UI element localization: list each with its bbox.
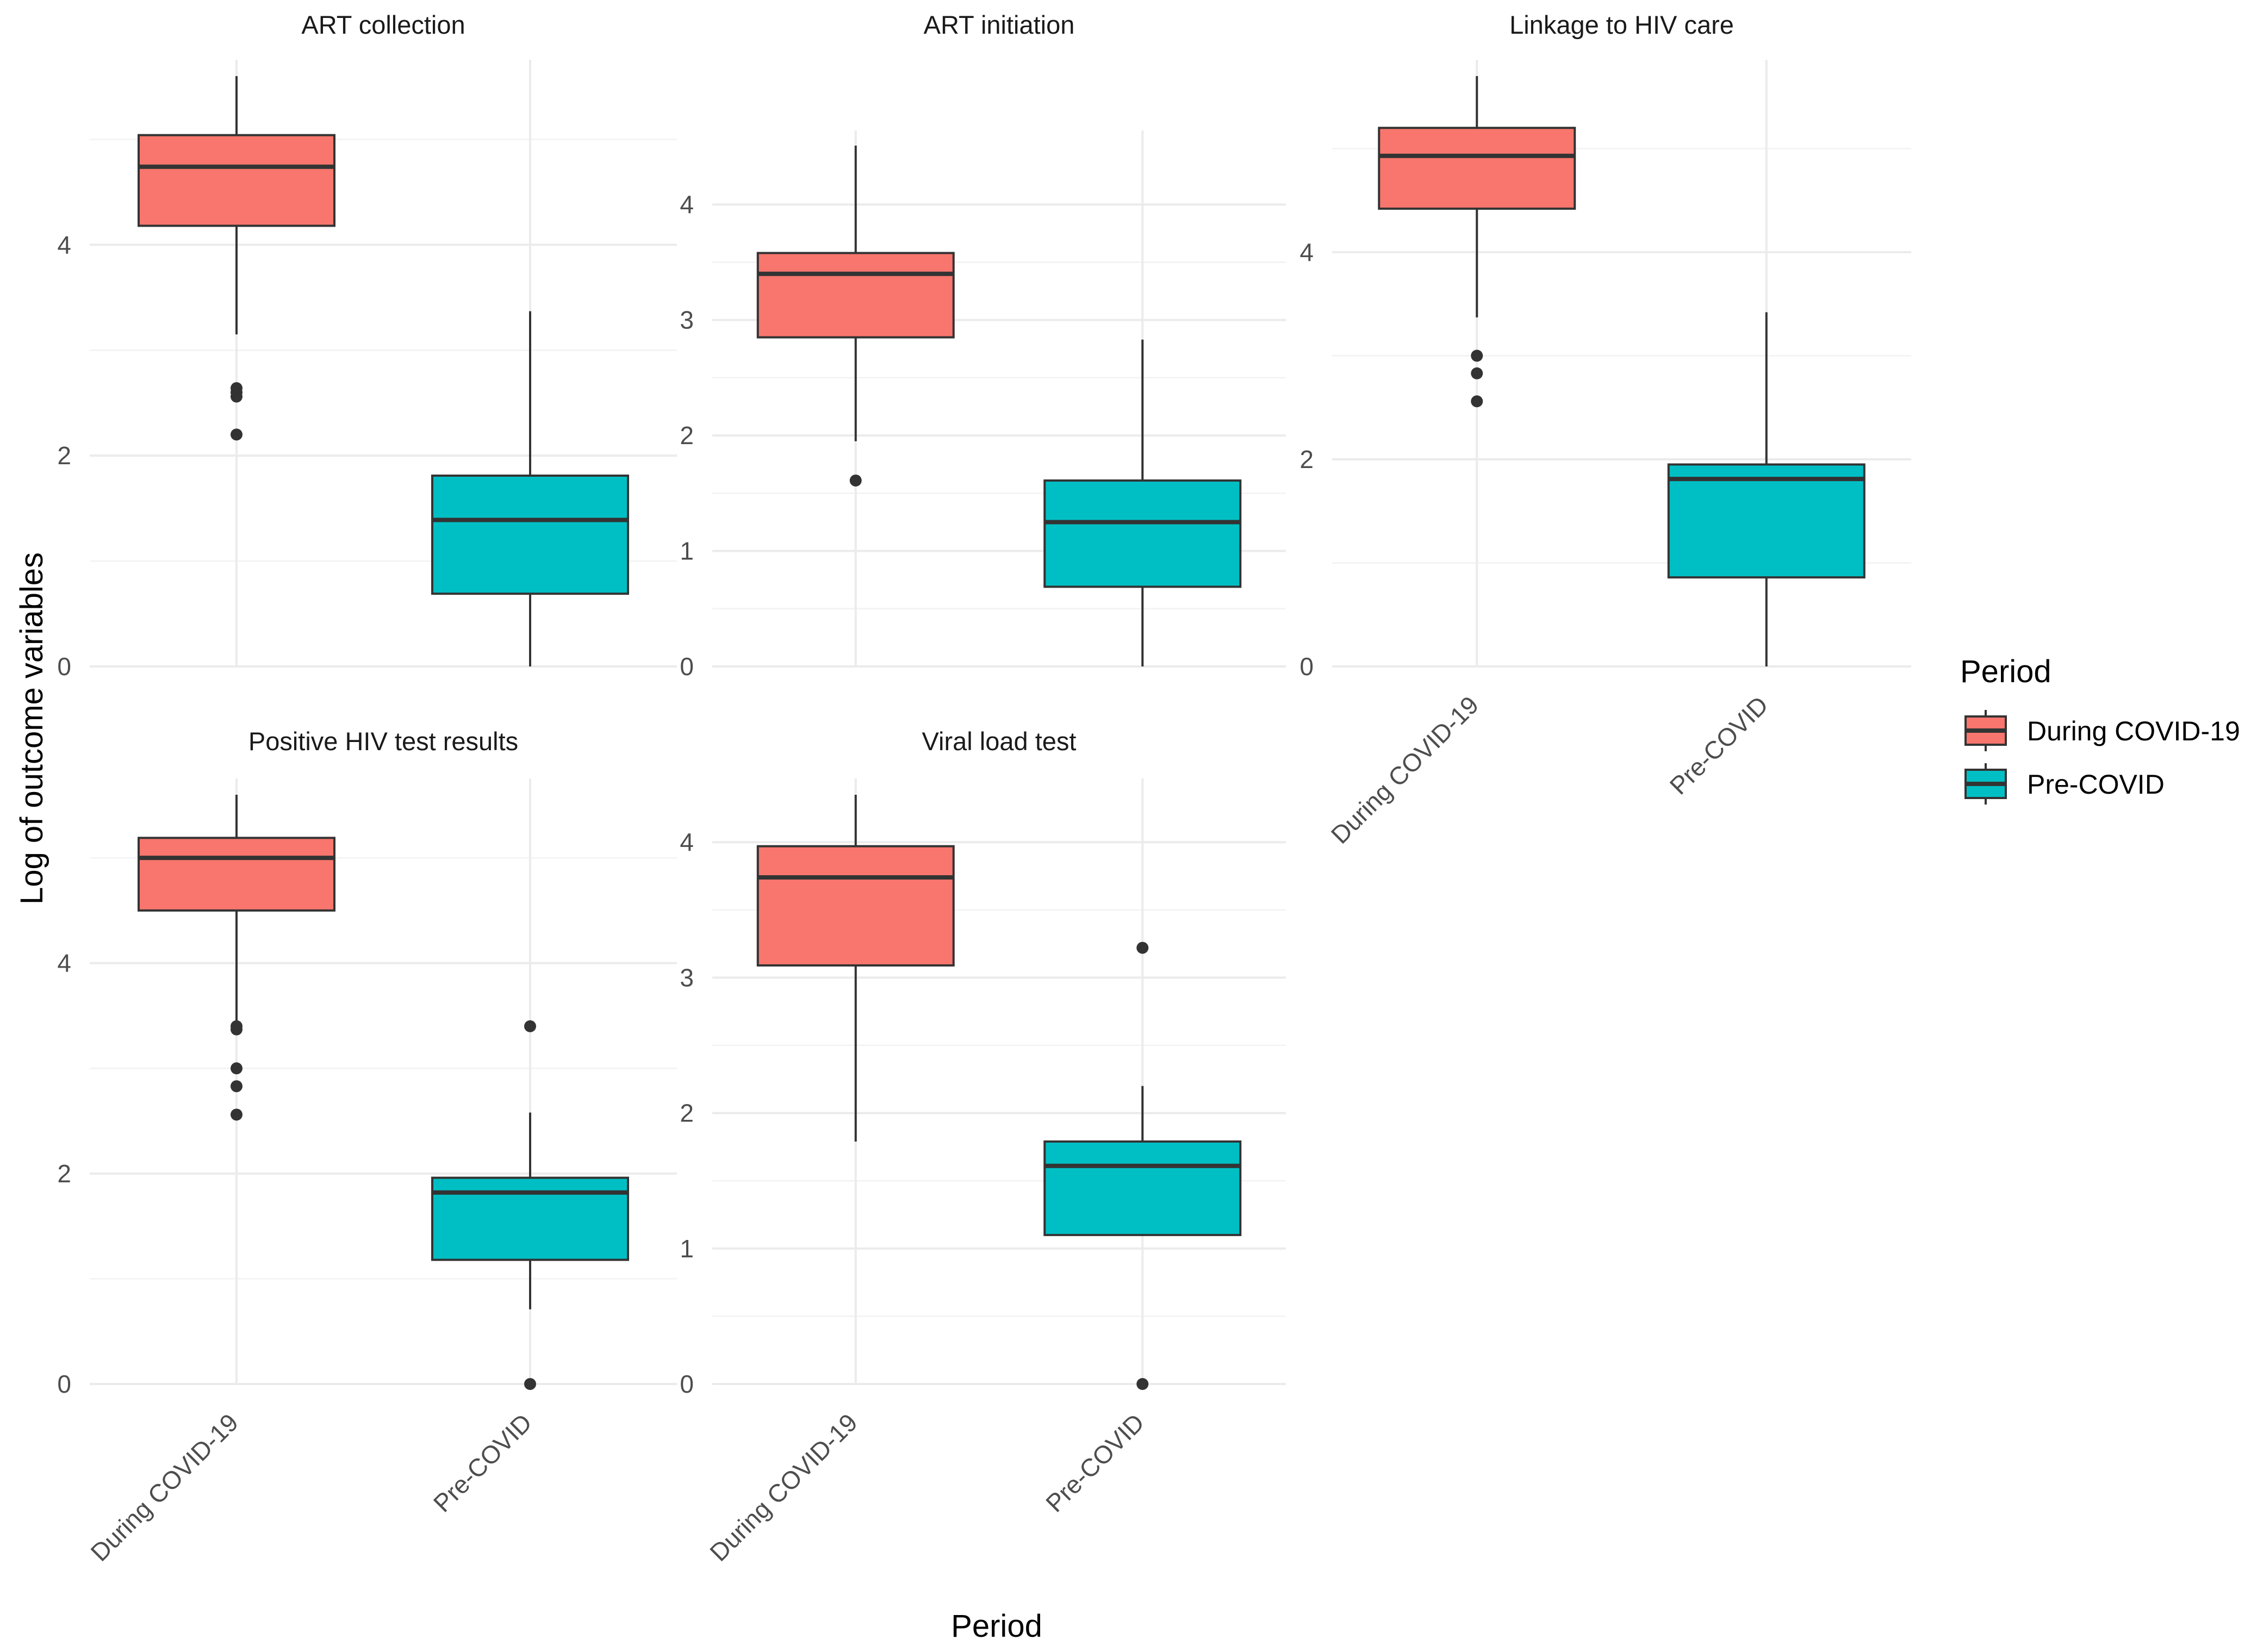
outlier-point: [524, 1378, 536, 1390]
x-tick-label: During COVID-19: [85, 1408, 244, 1567]
iqr-box: [138, 134, 335, 227]
y-tick-label: 4: [680, 828, 694, 856]
y-tick-label: 4: [1300, 238, 1314, 266]
x-tick-label: Pre-COVID: [428, 1408, 537, 1517]
panel-art-collection: ART collection 0 2 4: [57, 10, 677, 681]
legend-label-pre-covid: Pre-COVID: [2027, 769, 2165, 800]
legend: Period During COVID-19 Pre-COVID: [1960, 654, 2240, 805]
box-pre-covid: [1043, 942, 1242, 1390]
x-tick-label: Pre-COVID: [1040, 1408, 1149, 1517]
iqr-box: [138, 837, 335, 912]
outlier-point: [231, 428, 243, 441]
legend-label-during-covid: During COVID-19: [2027, 716, 2240, 746]
outlier-point: [1136, 1378, 1149, 1390]
outlier-point: [849, 474, 862, 487]
y-tick-label: 3: [680, 306, 694, 334]
y-tick-label: 0: [1300, 652, 1314, 681]
iqr-box: [1667, 463, 1866, 579]
box-pre-covid: [431, 1020, 629, 1390]
outlier-point: [1471, 367, 1483, 379]
panel-art-initiation: ART initiation 0 1 2 3 4: [680, 10, 1286, 681]
panel-linkage-to-hiv-care: Linkage to HIV care 0 2 4 During COVID-19 Pre…: [1300, 10, 1911, 849]
legend-key-during-covid: [1964, 710, 2007, 751]
panel-title: Positive HIV test results: [248, 727, 518, 756]
legend-key-pre-covid: [1964, 763, 2007, 805]
iqr-box: [756, 252, 955, 339]
outlier-point: [231, 1080, 243, 1093]
iqr-box: [1043, 479, 1242, 588]
box-during-covid-19: [756, 145, 955, 487]
x-tick-label: During COVID-19: [704, 1408, 863, 1567]
y-tick-label: 0: [57, 652, 71, 681]
y-tick-label: 2: [1300, 445, 1314, 473]
y-tick-label: 2: [680, 421, 694, 450]
y-tick-label: 0: [57, 1370, 71, 1398]
y-tick-label: 1: [680, 1235, 694, 1263]
x-tick-label: Pre-COVID: [1664, 690, 1774, 800]
outlier-point: [231, 382, 243, 395]
box-pre-covid: [1043, 339, 1242, 666]
y-axis-title: Log of outcome variables: [14, 552, 49, 905]
iqr-box: [1378, 127, 1576, 210]
outlier-point: [231, 1020, 243, 1032]
panel-title: ART collection: [301, 10, 465, 39]
iqr-box: [1043, 1140, 1242, 1236]
outlier-point: [231, 1108, 243, 1121]
y-tick-label: 0: [680, 1370, 694, 1398]
outlier-point: [524, 1020, 536, 1032]
panel-title: Viral load test: [922, 727, 1077, 756]
y-tick-label: 1: [680, 537, 694, 565]
panel-positive-hiv-test-results: Positive HIV test results 0 2 4 During COVID…: [57, 727, 677, 1567]
outlier-point: [231, 1062, 243, 1075]
box-pre-covid: [431, 311, 629, 666]
outlier-point: [1471, 395, 1483, 408]
x-axis-title: Period: [951, 1609, 1042, 1644]
box-during-covid-19: [138, 795, 335, 1121]
x-tick-label: During COVID-19: [1326, 690, 1484, 849]
y-tick-label: 4: [680, 190, 694, 219]
outlier-point: [1471, 350, 1483, 362]
iqr-box: [431, 474, 629, 595]
legend-title: Period: [1960, 654, 2051, 689]
iqr-box: [756, 845, 955, 967]
box-during-covid-19: [1378, 76, 1576, 408]
box-pre-covid: [1667, 312, 1866, 666]
y-tick-label: 2: [57, 441, 71, 470]
y-tick-label: 0: [680, 652, 694, 681]
y-tick-label: 2: [680, 1099, 694, 1127]
y-tick-label: 2: [57, 1159, 71, 1188]
box-during-covid-19: [756, 795, 955, 1142]
outlier-point: [1136, 942, 1149, 954]
y-tick-label: 4: [57, 230, 71, 259]
y-tick-label: 3: [680, 963, 694, 992]
panel-viral-load-test: Viral load test 0 1 2 3 4 During COVID-19 Pre-C…: [680, 727, 1286, 1567]
y-tick-label: 4: [57, 949, 71, 977]
box-during-covid-19: [138, 76, 335, 441]
panel-title: Linkage to HIV care: [1509, 10, 1734, 39]
panel-title: ART initiation: [924, 10, 1075, 39]
iqr-box: [431, 1176, 629, 1261]
